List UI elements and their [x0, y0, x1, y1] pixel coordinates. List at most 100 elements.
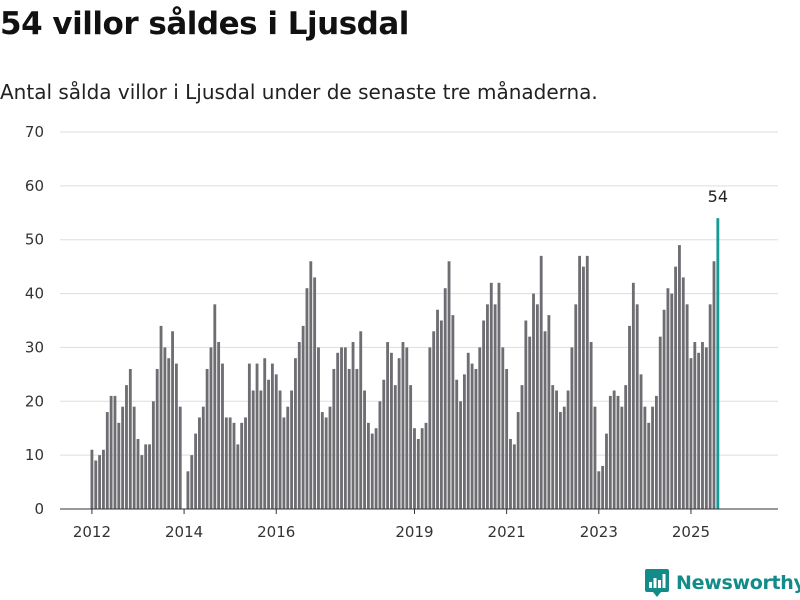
- bar: [132, 406, 136, 509]
- bar: [708, 304, 712, 509]
- bar: [562, 406, 566, 509]
- bar: [405, 347, 409, 509]
- bar: [697, 352, 701, 509]
- bar: [512, 444, 516, 509]
- bar: [493, 304, 497, 509]
- bar: [605, 433, 608, 509]
- bar: [516, 412, 520, 509]
- bar: [148, 444, 151, 509]
- bar: [332, 368, 336, 509]
- y-tick-label: 70: [25, 123, 44, 141]
- bar: [286, 406, 290, 509]
- bar: [570, 347, 574, 509]
- bar-highlight: [716, 218, 720, 510]
- bar: [363, 390, 366, 509]
- bar: [247, 363, 251, 509]
- bar: [190, 455, 194, 509]
- bar: [574, 304, 578, 509]
- bar: [386, 342, 390, 509]
- bar: [198, 417, 201, 509]
- bar: [582, 266, 585, 509]
- bar: [662, 309, 666, 509]
- bar: [301, 325, 305, 509]
- bar: [270, 363, 274, 509]
- bar: [217, 342, 221, 509]
- bar: [320, 412, 324, 509]
- bar: [343, 347, 347, 509]
- bar: [436, 309, 439, 509]
- bar: [666, 288, 670, 509]
- bar: [240, 422, 244, 509]
- newsworthy-chart-icon: [645, 569, 669, 597]
- bar: [309, 261, 313, 509]
- bar: [674, 266, 678, 509]
- bar: [144, 444, 148, 509]
- bar: [635, 304, 639, 509]
- bar: [678, 245, 681, 509]
- bar: [347, 368, 351, 509]
- bar: [524, 320, 528, 509]
- bar: [589, 342, 593, 509]
- bar: [370, 433, 374, 509]
- bar: [113, 395, 117, 509]
- bar: [543, 331, 547, 509]
- y-axis-ticks: 0 10 20 30 40 50 60 70: [25, 123, 44, 518]
- bar: [297, 342, 301, 509]
- bar: [224, 417, 228, 509]
- bar: [205, 368, 209, 509]
- x-tick-label: 2014: [165, 523, 203, 541]
- bar: [128, 368, 132, 509]
- bar: [117, 422, 121, 509]
- page-title: 54 villor såldes i Ljusdal: [0, 6, 409, 42]
- bar: [251, 390, 255, 509]
- y-tick-label: 0: [34, 500, 44, 518]
- bar: [701, 342, 704, 509]
- bar: [566, 390, 570, 509]
- bar: [416, 438, 420, 509]
- last-value-label: 54: [708, 187, 728, 206]
- bar: [98, 455, 102, 509]
- bar: [401, 342, 405, 509]
- bar: [704, 347, 708, 509]
- x-tick-label: 2021: [488, 523, 526, 541]
- bar: [244, 417, 247, 509]
- x-tick-label: 2025: [672, 523, 710, 541]
- bar: [290, 390, 294, 509]
- bar: [324, 417, 328, 509]
- bar: [447, 261, 451, 509]
- bar: [255, 363, 259, 509]
- bar: [201, 406, 205, 509]
- bar: [294, 358, 297, 509]
- bar: [532, 293, 535, 509]
- bar: [631, 282, 635, 509]
- bar: [228, 417, 232, 509]
- bar: [651, 406, 654, 509]
- bar: [462, 374, 466, 509]
- bar: [685, 304, 689, 509]
- bar: [174, 363, 178, 509]
- y-tick-label: 40: [25, 285, 44, 303]
- bar: [94, 460, 98, 509]
- bar: [505, 368, 509, 509]
- bar: [486, 304, 489, 509]
- bar: [474, 368, 478, 509]
- bar: [547, 315, 551, 509]
- bar: [140, 455, 144, 509]
- bar: [693, 342, 697, 509]
- bar: [109, 395, 113, 509]
- bar: [628, 325, 631, 509]
- bar: [520, 385, 524, 509]
- bar: [305, 288, 309, 509]
- bar: [359, 331, 363, 509]
- bar: [424, 422, 428, 509]
- bar: [236, 444, 240, 509]
- bar: [616, 395, 620, 509]
- bar: [282, 417, 286, 509]
- bar: [482, 320, 486, 509]
- bar: [578, 255, 582, 509]
- bar: [209, 347, 213, 509]
- bar: [643, 406, 647, 509]
- bar: [689, 358, 693, 509]
- y-tick-label: 20: [25, 392, 44, 410]
